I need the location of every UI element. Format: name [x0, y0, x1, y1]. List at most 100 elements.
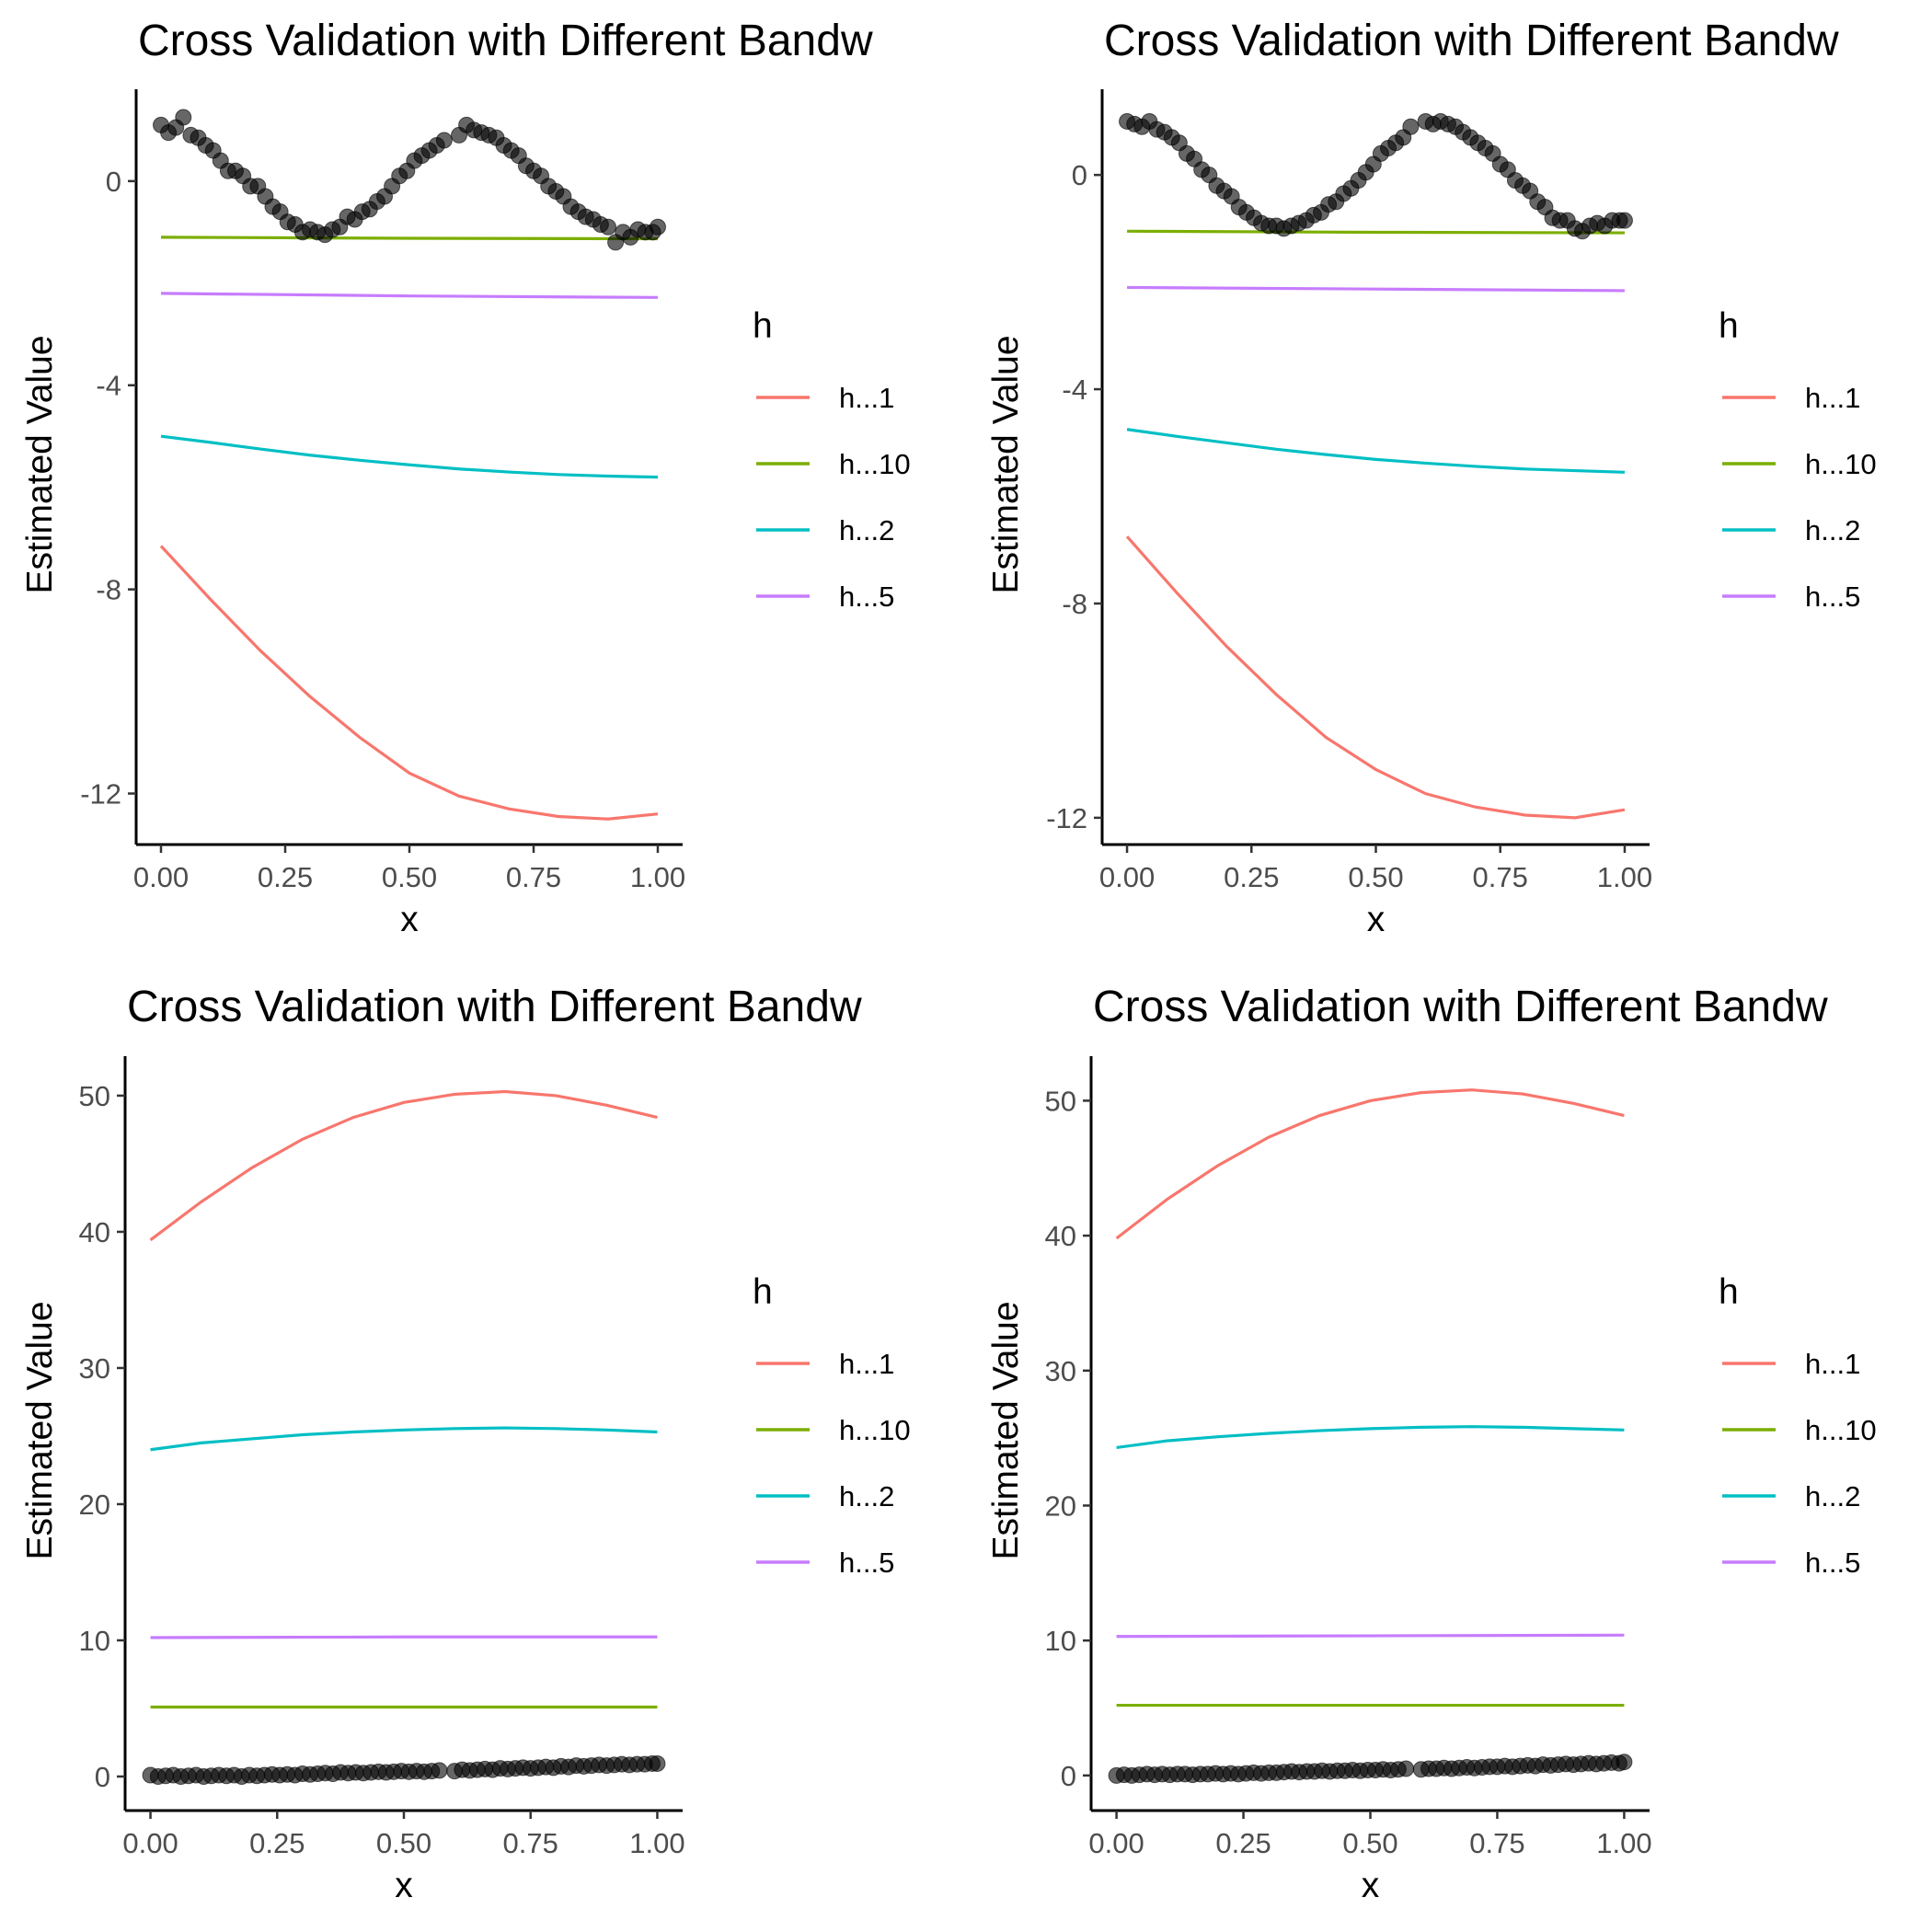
- data-point: [435, 132, 453, 149]
- x-tick-label: 1.00: [630, 861, 685, 893]
- legend: h h...1 h...10 h...2 h...5: [753, 1272, 911, 1579]
- y-tick-label: 0: [95, 1761, 110, 1793]
- legend-label: h...2: [1805, 1480, 1860, 1512]
- x-tick-label: 0.00: [1088, 1827, 1144, 1859]
- data-point: [650, 218, 666, 236]
- legend-title: h: [1719, 1272, 1739, 1312]
- chart-title: Cross Validation with Different Bandw: [127, 983, 862, 1031]
- data-points: [153, 109, 666, 251]
- series-line-h1: [149, 1089, 658, 1242]
- y-axis-label: Estimated Value: [986, 335, 1026, 593]
- y-tick-label: 30: [79, 1352, 110, 1385]
- series-line-h5: [150, 1635, 658, 1639]
- y-tick-label: 20: [1045, 1489, 1076, 1522]
- x-axis-label: x: [400, 900, 419, 939]
- legend-label: h...10: [839, 448, 911, 480]
- legend-label: h...10: [1805, 448, 1877, 480]
- series-line-h1: [1115, 1088, 1625, 1240]
- y-tick-label: 50: [79, 1080, 110, 1112]
- legend-label: h...10: [1805, 1414, 1877, 1446]
- x-tick-label: 1.00: [1597, 861, 1652, 893]
- chart-panel-3: Cross Validation with Different Bandw 0 10…: [20, 983, 911, 1905]
- series-line-h1: [159, 545, 659, 821]
- x-axis-label: x: [1367, 900, 1386, 939]
- x-tick-label: 0.75: [1469, 1827, 1524, 1859]
- x-tick-label: 0.50: [1342, 1827, 1397, 1859]
- series-line-h2: [1116, 1425, 1625, 1449]
- legend-label: h...1: [839, 1348, 894, 1380]
- legend-label: h...5: [839, 581, 894, 613]
- y-tick-label: 30: [1045, 1355, 1076, 1387]
- series-line-h10: [1127, 229, 1625, 235]
- data-point: [1616, 212, 1633, 229]
- x-tick-label: 0.75: [506, 861, 561, 893]
- x-tick-label: 0.50: [382, 861, 437, 893]
- y-tick-label: 0: [1072, 159, 1087, 191]
- y-axis-label: Estimated Value: [986, 1301, 1026, 1559]
- data-point: [600, 218, 616, 236]
- y-tick-label: -12: [1046, 802, 1087, 834]
- series-line-h1: [1125, 535, 1626, 820]
- y-tick-label: 50: [1045, 1085, 1076, 1117]
- y-tick-label: 20: [79, 1489, 110, 1521]
- y-tick-label: -8: [96, 574, 121, 606]
- x-tick-label: 0.50: [376, 1827, 431, 1859]
- legend-label: h...5: [839, 1547, 894, 1579]
- series-line-h10: [160, 236, 659, 241]
- chart-panel-4: Cross Validation with Different Bandw 0 10…: [986, 983, 1877, 1905]
- y-tick-label: -4: [1062, 374, 1087, 406]
- y-tick-label: 10: [1045, 1625, 1076, 1657]
- y-tick-label: 0: [106, 166, 121, 198]
- data-point: [1616, 1754, 1633, 1771]
- legend-label: h...2: [1805, 514, 1860, 546]
- y-tick-label: -12: [80, 778, 121, 811]
- x-tick-label: 0.75: [1473, 861, 1528, 893]
- legend: h h...1 h...10 h...2 h...5: [1719, 1272, 1877, 1579]
- legend-label: h...1: [839, 382, 894, 414]
- data-point: [1397, 1760, 1415, 1777]
- series-line-h2: [160, 434, 659, 479]
- legend-title: h: [753, 306, 773, 346]
- y-tick-label: -8: [1062, 588, 1087, 620]
- y-tick-label: -4: [96, 370, 121, 402]
- series-line-h5: [1116, 1633, 1625, 1639]
- legend-title: h: [1719, 306, 1739, 346]
- data-point: [649, 1754, 666, 1772]
- x-tick-label: 0.50: [1348, 861, 1403, 893]
- x-axis-label: x: [1362, 1866, 1380, 1905]
- data-point: [431, 1762, 448, 1779]
- x-tick-label: 1.00: [629, 1827, 684, 1859]
- chart-panel-1: Cross Validation with Different Bandw 0 -4…: [20, 17, 911, 939]
- y-tick-label: 10: [79, 1625, 110, 1657]
- legend-label: h...1: [1805, 1348, 1860, 1380]
- legend-label: h...1: [1805, 382, 1860, 414]
- y-tick-label: 40: [79, 1216, 110, 1248]
- y-tick-label: 0: [1061, 1760, 1076, 1792]
- series-line-h2: [1126, 428, 1626, 474]
- data-point: [175, 109, 192, 126]
- series-line-h5: [1127, 285, 1625, 293]
- y-tick-label: 40: [1045, 1220, 1076, 1252]
- data-points: [1108, 1754, 1633, 1784]
- chart-title: Cross Validation with Different Bandw: [138, 17, 873, 65]
- x-tick-label: 0.00: [122, 1827, 178, 1859]
- series-line-h2: [150, 1426, 658, 1452]
- chart-title: Cross Validation with Different Bandw: [1104, 17, 1839, 65]
- x-tick-label: 1.00: [1596, 1827, 1651, 1859]
- y-axis-label: Estimated Value: [20, 1301, 60, 1559]
- series-line-h5: [160, 292, 659, 299]
- x-tick-label: 0.25: [1224, 861, 1279, 893]
- chart-panel-2: Cross Validation with Different Bandw 0 -4…: [986, 17, 1877, 939]
- x-tick-label: 0.75: [503, 1827, 558, 1859]
- data-points: [142, 1754, 666, 1785]
- legend-label: h...2: [839, 1480, 894, 1512]
- x-tick-label: 0.25: [249, 1827, 305, 1859]
- chart-title: Cross Validation with Different Bandw: [1093, 983, 1828, 1031]
- legend: h h...1 h...10 h...2 h...5: [1719, 306, 1877, 613]
- x-tick-label: 0.00: [1099, 861, 1155, 893]
- data-point: [1402, 118, 1420, 135]
- y-axis-label: Estimated Value: [20, 335, 60, 593]
- legend: h h...1 h...10 h...2 h...5: [753, 306, 911, 613]
- legend-label: h...5: [1805, 1547, 1860, 1579]
- x-axis-label: x: [395, 1866, 413, 1905]
